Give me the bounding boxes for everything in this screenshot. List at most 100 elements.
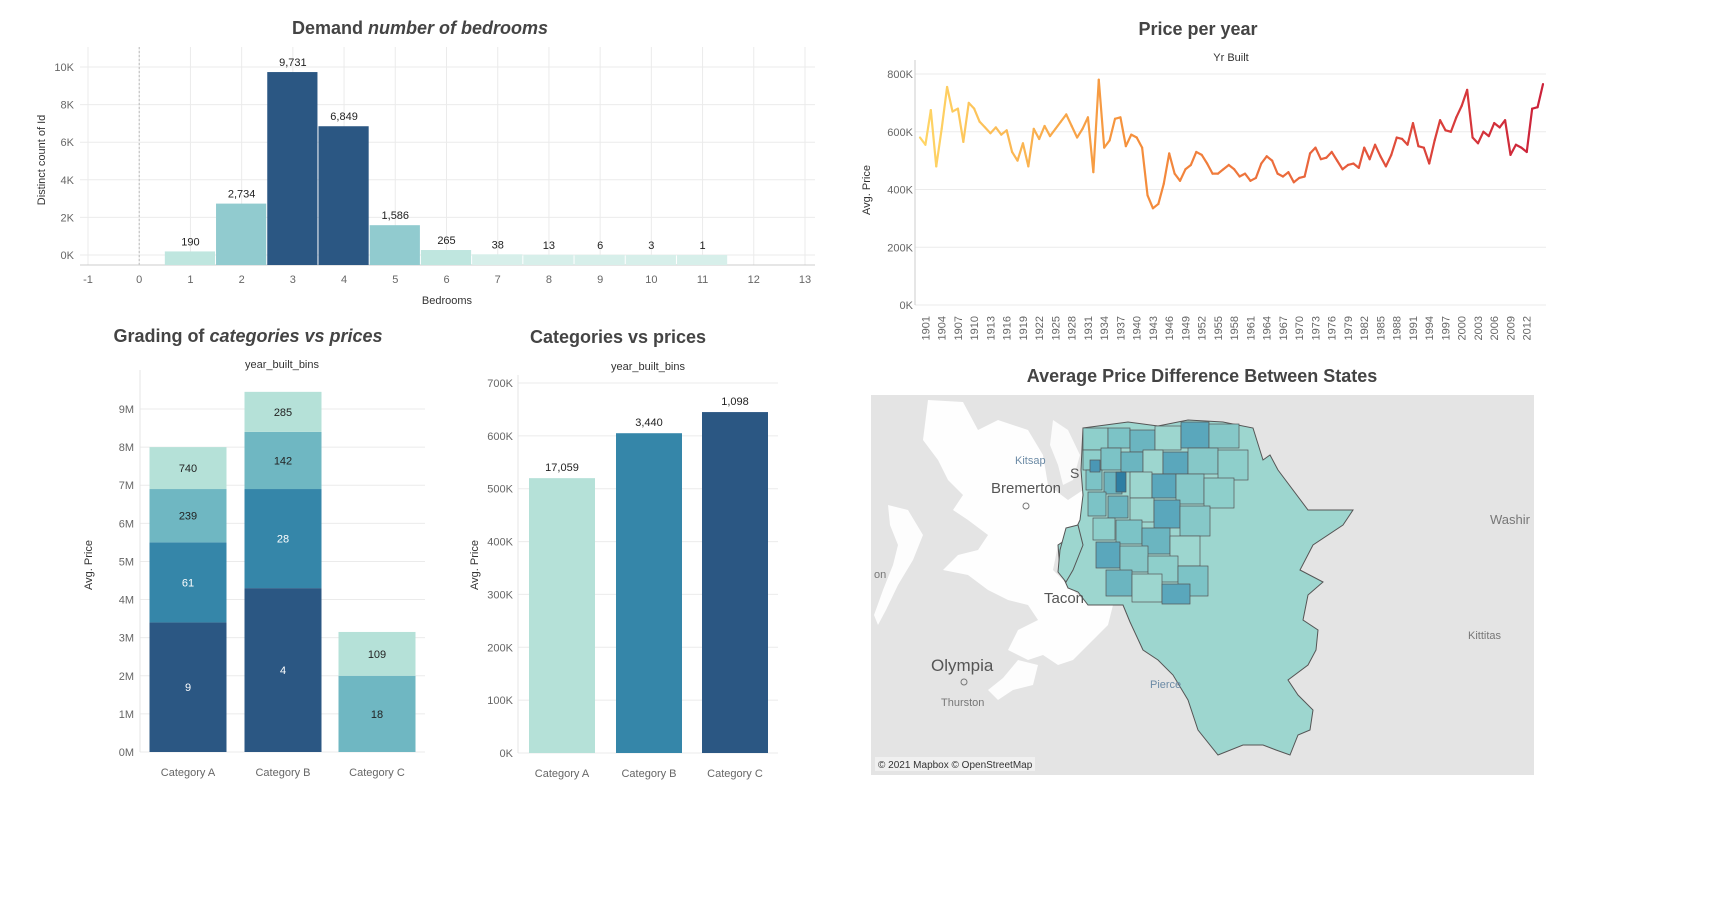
bedrooms-data-label: 3 [648, 240, 654, 252]
map-zip-region[interactable] [1169, 535, 1201, 567]
grading-segment-label: 18 [371, 709, 383, 721]
price-year-line-segment [1092, 78, 1100, 174]
bedrooms-x-axis-label: Bedrooms [422, 295, 473, 307]
map-zip-region[interactable] [1217, 449, 1249, 481]
bedrooms-data-label: 6,849 [330, 111, 358, 123]
bedrooms-x-tick: 10 [645, 274, 657, 286]
price-year-x-tick: 2009 [1505, 316, 1517, 340]
price-year-line-segment [973, 107, 981, 123]
categories-prices-bar [702, 412, 768, 753]
map-zip-region-high[interactable] [1115, 471, 1127, 493]
grading-segment-label: 109 [368, 649, 386, 661]
grading-segment-label: 61 [182, 577, 194, 589]
price-per-year-chart: Price per year Yr Built Avg. Price 0K 200… [861, 19, 1546, 340]
map-zip-region[interactable] [1180, 421, 1210, 449]
bedrooms-bar [369, 225, 420, 265]
price-year-line-segment [1379, 155, 1387, 168]
map-credit-bg [875, 757, 1035, 771]
map-zip-region[interactable] [1087, 491, 1107, 517]
bedrooms-y-axis-label: Distinct count of Id [36, 115, 48, 206]
map-zip-region[interactable] [1085, 469, 1103, 491]
bedrooms-x-tick: -1 [83, 274, 93, 286]
price-year-line-segment [1336, 159, 1344, 171]
categories-prices-y-tick: 600K [487, 431, 513, 443]
map-zip-region[interactable] [1175, 473, 1205, 505]
map-zip-region[interactable] [1151, 473, 1177, 499]
price-year-line-segment [1178, 168, 1187, 182]
price-year-x-tick: 1979 [1343, 316, 1355, 340]
map-zip-region[interactable] [1162, 451, 1189, 475]
grading-y-tick: 9M [119, 404, 134, 416]
map-zip-region[interactable] [1153, 499, 1181, 529]
price-year-x-tick: 1949 [1180, 316, 1192, 340]
price-year-line-segment [1027, 127, 1035, 168]
map-zip-region[interactable] [1100, 447, 1122, 471]
vashon-island-region[interactable] [1057, 524, 1084, 583]
price-per-year-y-axis-label: Avg. Price [861, 165, 873, 215]
price-year-line-segment [1325, 150, 1333, 159]
price-year-line-segment [1330, 150, 1339, 162]
price-year-x-tick: 1919 [1018, 316, 1030, 340]
map-zip-region[interactable] [1154, 425, 1182, 451]
bedrooms-x-tick: 13 [799, 274, 811, 286]
price-year-line-segment [1390, 136, 1398, 156]
price-year-x-tick: 1967 [1278, 316, 1290, 340]
map-canvas[interactable]: Kitsap Bremerton Washir on Tacon Kittita… [871, 395, 1534, 775]
map-zip-region[interactable] [1161, 583, 1191, 605]
price-year-line-segment [945, 85, 954, 113]
map-zip-region[interactable] [1208, 423, 1240, 449]
map-zip-region[interactable] [1107, 495, 1129, 519]
lake-water [1050, 420, 1080, 485]
map-zip-region[interactable] [1120, 451, 1144, 473]
map-zip-region[interactable] [1107, 427, 1131, 449]
categories-prices-title: Categories vs prices [530, 327, 706, 347]
price-year-line-segment [1536, 83, 1545, 109]
price-year-line-segment [1509, 143, 1518, 156]
categories-prices-data-label: 1,098 [721, 396, 749, 408]
map-zip-region[interactable] [1082, 427, 1109, 451]
map-zip-region-high[interactable] [1089, 459, 1101, 473]
price-year-line-segment [1357, 146, 1366, 169]
hood-canal-water [874, 505, 923, 625]
map-zip-region[interactable] [1203, 477, 1235, 509]
bedrooms-y-tick: 10K [54, 62, 74, 74]
map-zip-region[interactable] [1115, 519, 1143, 545]
price-year-x-tick: 1943 [1148, 316, 1160, 340]
map-label-tacoma: Tacon [1044, 590, 1084, 607]
map-zip-region[interactable] [1187, 447, 1219, 475]
bedrooms-x-tick: 11 [697, 274, 708, 286]
map-zip-region[interactable] [1129, 497, 1155, 523]
map-zip-region[interactable] [1179, 505, 1211, 537]
price-year-x-tick: 2012 [1522, 316, 1534, 340]
price-year-line-segment [1032, 127, 1041, 141]
map-credit[interactable]: © 2021 Mapbox © OpenStreetMap [878, 760, 1033, 771]
map-zip-region[interactable] [1092, 517, 1116, 541]
price-year-x-tick: 1952 [1197, 316, 1209, 340]
price-year-line-segment [1168, 152, 1176, 175]
price-year-x-tick: 1961 [1245, 316, 1257, 340]
price-year-line-segment [1292, 176, 1301, 184]
map-zip-region[interactable] [1142, 449, 1164, 475]
map-zip-region[interactable] [1095, 541, 1121, 569]
map-zip-region[interactable] [1105, 569, 1133, 597]
grading-chart-title: Grading of categories vs prices [113, 326, 382, 346]
grading-y-tick: 8M [119, 442, 134, 454]
inlet-water [988, 660, 1038, 700]
map-zip-region[interactable] [1131, 573, 1163, 603]
price-year-x-tick: 1997 [1440, 316, 1452, 340]
price-year-line-segment [1503, 119, 1512, 156]
price-year-x-tick: 1964 [1262, 316, 1274, 340]
price-year-line-segment [967, 101, 976, 110]
price-year-x-tick: 1940 [1132, 316, 1144, 340]
price-year-line-segment [978, 120, 987, 129]
bedrooms-data-label: 9,731 [279, 57, 307, 69]
price-year-line-segment [1308, 146, 1317, 155]
price-year-line-segment [935, 127, 943, 168]
price-map[interactable]: Average Price Difference Between States … [868, 360, 1538, 780]
map-zip-region[interactable] [1119, 545, 1149, 573]
price-year-x-tick: 1913 [985, 316, 997, 340]
bedrooms-bar [216, 203, 267, 265]
map-zip-region[interactable] [1129, 471, 1153, 499]
price-year-line-segment [1054, 120, 1062, 130]
map-zip-region[interactable] [1129, 429, 1156, 453]
